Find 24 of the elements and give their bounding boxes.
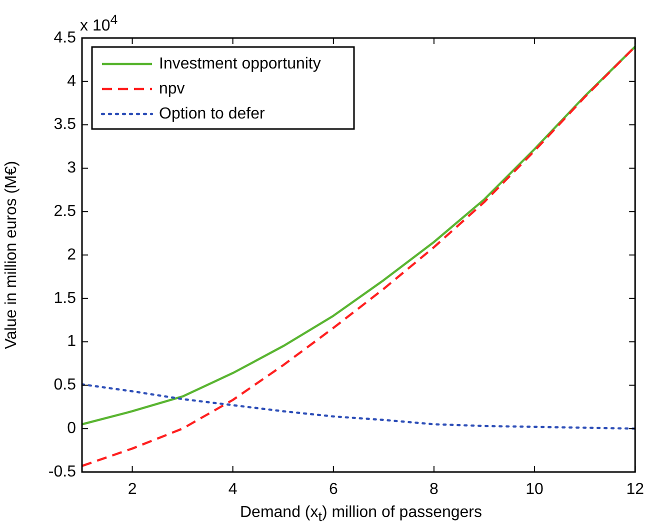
x-tick-label: 12 bbox=[626, 481, 644, 498]
y-tick-label: 0 bbox=[67, 420, 76, 438]
x-tick-label: 4 bbox=[228, 481, 238, 498]
y-axis-title: Value in million euros (M€) bbox=[3, 160, 20, 350]
x-tick-label: 6 bbox=[328, 481, 338, 498]
x-tick-label: 10 bbox=[526, 481, 544, 498]
x-tick-label: 8 bbox=[430, 481, 439, 498]
y-tick-label: 3.5 bbox=[54, 116, 76, 134]
x-tick-label: 2 bbox=[128, 481, 137, 498]
legend-label: npv bbox=[159, 80, 185, 98]
line-series bbox=[82, 383, 636, 430]
text: x 10$^{4}$ bbox=[80, 12, 118, 36]
y-tick-label: 2.5 bbox=[54, 203, 76, 220]
legend-label: Option to defer bbox=[159, 105, 266, 122]
y-tick-label: 3 bbox=[67, 160, 76, 177]
y-tick-label: 1.5 bbox=[54, 290, 76, 307]
y-tick-label: 4.5 bbox=[54, 29, 76, 46]
y-tick-label: 4 bbox=[67, 72, 76, 90]
legend-label: Investment opportunity bbox=[159, 55, 321, 72]
y-tick-label: 1 bbox=[67, 333, 76, 350]
x-axis-title: Demand (x$_{t}$) million of passengers bbox=[238, 503, 484, 526]
y-tick-label: 0.5 bbox=[54, 376, 76, 394]
y-tick-label: -0.5 bbox=[48, 463, 76, 480]
y-tick-label: 2 bbox=[67, 246, 76, 264]
